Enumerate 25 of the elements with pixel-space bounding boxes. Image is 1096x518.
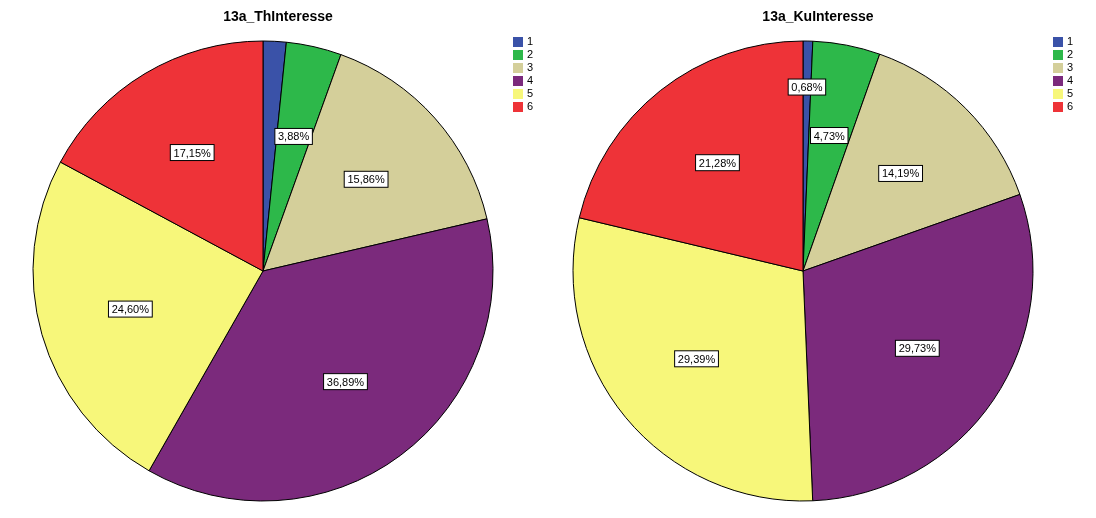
legend-label: 2 [1066, 48, 1073, 60]
data-label: 14,19% [881, 167, 920, 180]
data-label: 4,73% [813, 129, 846, 142]
legend-label: 3 [526, 61, 533, 73]
legend-label: 6 [526, 100, 533, 112]
data-label: 15,86% [347, 173, 385, 186]
data-label: 17,15% [173, 146, 212, 159]
data-label: 0,68% [791, 81, 823, 94]
legend-label: 6 [1066, 100, 1073, 112]
legend-label: 1 [1066, 35, 1073, 47]
legend-label: 5 [526, 87, 533, 99]
legend-label: 3 [1066, 61, 1073, 73]
legend-label: 1 [526, 35, 533, 47]
data-label: 3,88% [278, 130, 310, 143]
data-label: 29,73% [898, 342, 937, 355]
data-label: 21,28% [698, 156, 737, 169]
data-label: 29,39% [677, 352, 716, 365]
legend-label: 4 [526, 74, 533, 86]
chart-title: 13a_ThInteresse [222, 8, 334, 26]
data-label: 24,60% [111, 303, 150, 316]
legend-label: 4 [1066, 74, 1073, 86]
chart-title: 13a_KuInteresse [761, 8, 875, 26]
legend-label: 5 [1066, 87, 1073, 99]
legend-label: 2 [526, 48, 533, 60]
data-label: 36,89% [326, 375, 365, 388]
